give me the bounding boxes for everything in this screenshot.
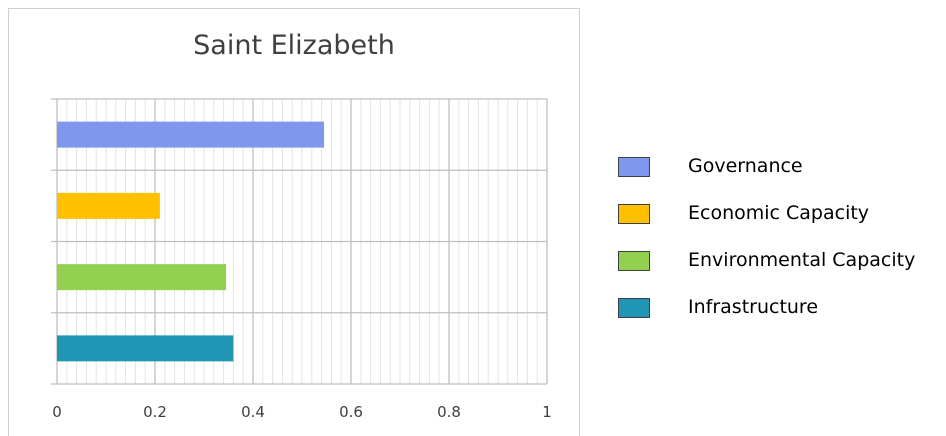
legend-label-environmental-capacity: Environmental Capacity (688, 249, 916, 271)
x-tick-label: 0.8 (437, 403, 461, 421)
x-tick-label: 1 (542, 403, 552, 421)
x-tick-label: 0.6 (339, 403, 363, 421)
legend-label-governance: Governance (688, 155, 803, 177)
legend-label-economic-capacity: Economic Capacity (688, 202, 870, 224)
chart-title: Saint Elizabeth (193, 30, 395, 61)
legend-label-infrastructure: Infrastructure (688, 296, 819, 318)
legend-swatch-governance (618, 157, 650, 177)
legend-swatch-environmental-capacity (618, 251, 650, 271)
bar-infrastructure (57, 335, 234, 362)
legend-swatch-economic-capacity (618, 204, 650, 224)
bar-environmental-capacity (57, 264, 227, 291)
legend-swatch-infrastructure (618, 298, 650, 318)
x-tick-label: 0.2 (143, 403, 167, 421)
chart-area (8, 8, 580, 436)
x-tick-label: 0 (52, 403, 62, 421)
bar-governance (57, 121, 325, 148)
x-tick-label: 0.4 (241, 403, 265, 421)
bar-economic-capacity (57, 192, 160, 219)
